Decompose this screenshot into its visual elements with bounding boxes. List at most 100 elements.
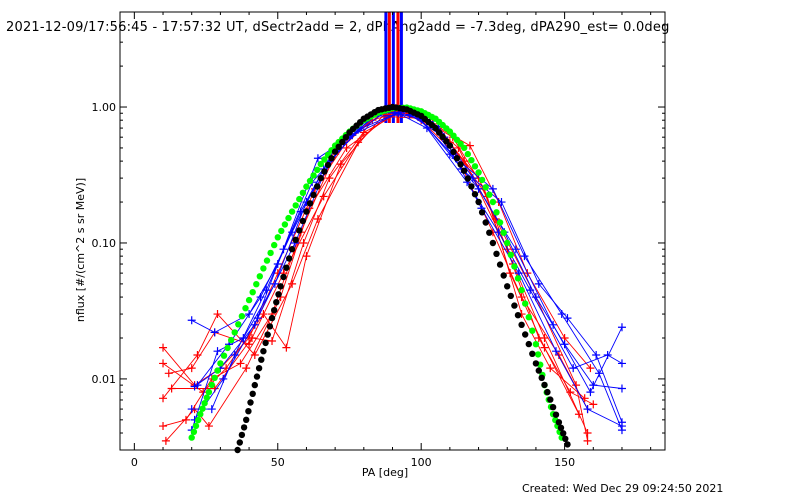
chart-title: 2021-12-09/17:56:45 - 17:57:32 UT, dSect…: [6, 20, 670, 35]
black-curve-dot-94: [535, 367, 542, 374]
red-point-5-3: [204, 422, 213, 431]
green-curve-dot-1: [188, 434, 195, 441]
blue-point-1-12: [563, 314, 572, 323]
black-curve-dot-39: [339, 138, 346, 146]
blue-point-6-8: [422, 124, 431, 133]
black-curve-dot-89: [518, 321, 525, 328]
black-curve-dot-75: [468, 183, 475, 190]
blue-point-4-12: [583, 405, 592, 414]
black-curve-dot-97: [544, 388, 551, 396]
blue-series-line-6: [191, 108, 623, 431]
green-curve-dot-12: [214, 367, 221, 374]
green-curve-dot-100: [529, 327, 536, 334]
black-curve-dot-14: [262, 339, 269, 347]
x-tick-label: 150: [554, 456, 575, 469]
green-curve-dot-81: [461, 144, 468, 152]
black-curve-dot-30: [306, 200, 314, 207]
black-curve-dot-71: [453, 155, 461, 162]
blue-point-2-3: [230, 350, 239, 359]
black-curve-dot-66: [435, 129, 443, 136]
green-curve-dot-38: [306, 177, 314, 185]
red-point-2-4: [236, 359, 245, 368]
green-curve-dot-18: [235, 321, 242, 328]
red-point-6-4: [259, 310, 268, 319]
red-point-6-1: [159, 359, 168, 368]
black-curve-dot-33: [317, 174, 324, 182]
black-curve-dot-72: [457, 161, 464, 168]
green-curve-dot-2: [190, 428, 198, 435]
black-curve-dot-67: [439, 133, 446, 141]
black-curve-dot-83: [496, 261, 504, 268]
black-curve-dot-99: [549, 404, 557, 411]
green-curve-dot-7: [201, 400, 208, 407]
black-curve-dot-69: [446, 142, 454, 149]
green-curve-dot-16: [228, 336, 235, 344]
green-curve-dot-83: [468, 157, 475, 164]
black-curve-dot-35: [324, 161, 332, 169]
black-curve-dot-70: [450, 148, 457, 156]
black-curve-dot-102: [557, 424, 565, 431]
green-curve-dot-41: [317, 160, 324, 168]
black-curve-dot-25: [288, 246, 296, 253]
blue-point-1-1: [187, 316, 196, 325]
green-curve-dot-10: [208, 381, 215, 389]
black-curve-dot-9: [251, 381, 258, 389]
green-curve-dot-29: [274, 234, 281, 241]
black-curve-dot-88: [514, 312, 522, 319]
x-tick-label: 0: [131, 456, 138, 469]
black-curve-dot-76: [471, 191, 479, 198]
blue-point-5-13: [617, 426, 626, 435]
black-curve-dot-100: [552, 411, 560, 418]
green-curve-dot-6: [199, 405, 206, 412]
green-curve-dot-40: [314, 166, 321, 173]
red-series-line-6: [162, 112, 585, 399]
black-curve-dot-29: [303, 208, 310, 215]
green-curve-dot-23: [253, 281, 260, 288]
green-curve-dot-99: [525, 314, 532, 321]
black-curve-dot-19: [273, 299, 280, 306]
black-curve-dot-105: [564, 441, 571, 448]
red-point-5-7: [342, 143, 351, 152]
black-curve-dot-79: [482, 219, 489, 226]
black-curve-dot-10: [253, 373, 261, 380]
green-curve-dot-98: [522, 300, 529, 307]
black-curve-dot-78: [478, 209, 486, 216]
green-curve-dot-97: [518, 286, 525, 294]
green-curve-dot-95: [511, 263, 518, 270]
blue-point-2-1: [187, 405, 196, 414]
blue-point-2-14: [617, 323, 626, 332]
black-curve-dot-82: [493, 250, 500, 257]
black-curve-dot-18: [271, 307, 278, 314]
blue-point-2-13: [586, 388, 595, 397]
green-curve-dot-4: [195, 416, 202, 424]
black-curve-dot-68: [443, 138, 450, 145]
black-curve-dot-12: [258, 356, 265, 363]
y-tick-label: 1.00: [92, 101, 117, 114]
black-curve-dot-90: [522, 331, 529, 338]
black-curve-dot-21: [277, 283, 284, 290]
green-curve-dot-27: [267, 249, 274, 257]
red-point-5-4: [242, 364, 251, 373]
red-series-line-1: [162, 109, 588, 410]
green-curve-dot-82: [464, 150, 471, 158]
green-curve-dot-77: [446, 128, 454, 135]
black-curve-dot-87: [511, 302, 518, 309]
black-curve-dot-8: [249, 390, 256, 397]
created-timestamp: Created: Wed Dec 29 09:24:50 2021: [522, 482, 724, 495]
black-curve-dot-101: [555, 419, 563, 426]
green-curve-dot-91: [496, 219, 504, 226]
black-curve-dot-85: [504, 283, 511, 290]
red-point-5-1: [161, 436, 170, 445]
black-curve-dot-96: [541, 381, 548, 389]
red-point-4-5: [288, 279, 297, 288]
black-curve-dot-20: [275, 291, 282, 298]
red-point-7-3: [247, 333, 256, 342]
black-curve-dot-81: [489, 239, 497, 247]
black-curve-dot-104: [562, 435, 569, 442]
green-curve-dot-96: [514, 275, 522, 282]
red-point-7-5: [299, 238, 308, 247]
green-curve-dot-39: [310, 172, 317, 179]
blue-point-3-3: [250, 320, 259, 329]
green-curve-dot-87: [482, 184, 489, 191]
green-curve-dot-34: [292, 202, 299, 209]
